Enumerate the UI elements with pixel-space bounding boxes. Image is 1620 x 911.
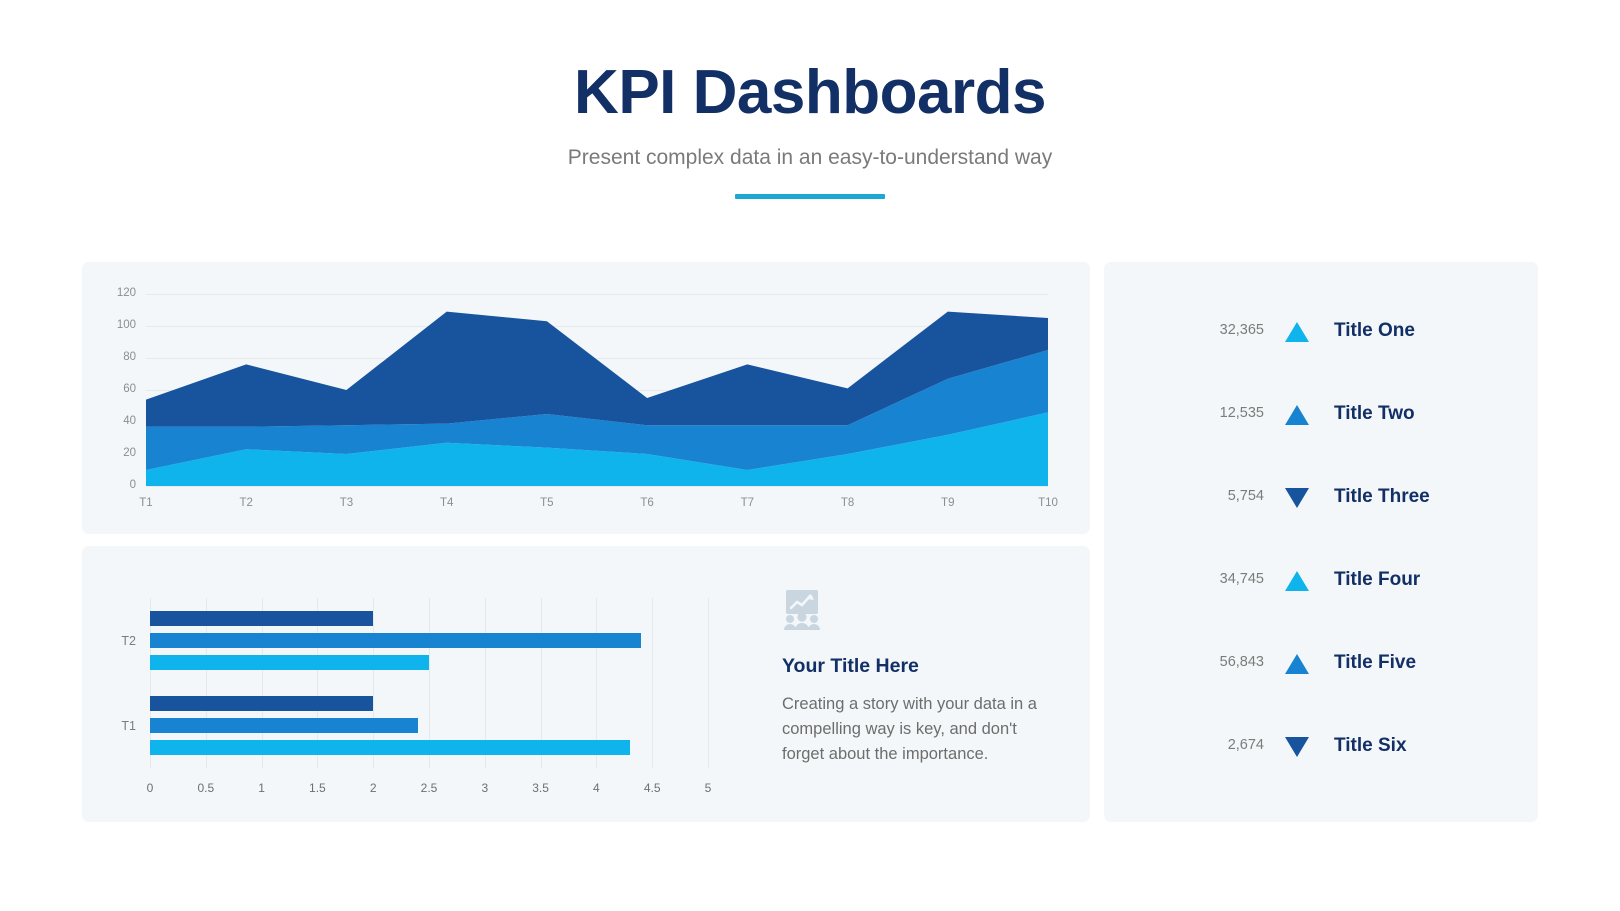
bar-gridline bbox=[429, 598, 430, 768]
triangle-up-icon bbox=[1284, 321, 1310, 343]
kpi-list-panel: 32,365 Title One 12,535 Title Two 5,754 Title… bbox=[1104, 262, 1538, 822]
kpi-value: 32,365 bbox=[1219, 322, 1264, 338]
bar-x-tick-label: 3 bbox=[481, 781, 489, 795]
area-series-layer bbox=[146, 311, 1048, 486]
bar-x-tick-label: 0.5 bbox=[197, 781, 215, 795]
area-series-band bbox=[146, 311, 1048, 427]
triangle-up-icon bbox=[1284, 653, 1310, 675]
bar-x-tick-label: 3.5 bbox=[532, 781, 549, 795]
area-x-tick-label: T1 bbox=[139, 497, 153, 509]
bar-segment bbox=[150, 696, 374, 711]
kpi-label: Title Two bbox=[1334, 403, 1415, 424]
bar-gridline bbox=[484, 598, 486, 768]
kpi-value: 34,745 bbox=[1219, 571, 1264, 587]
horizontal-bar-chart: 0 0.5 1 1.5 2 2.5 3 3.5 4 4.5 5 T1 T2 bbox=[82, 546, 1090, 822]
bar-segment bbox=[150, 633, 642, 648]
bar-x-tick-label: 4 bbox=[593, 781, 600, 795]
bar-gridline bbox=[150, 598, 151, 768]
bar-gridline bbox=[261, 598, 263, 768]
area-series-band bbox=[146, 350, 1048, 470]
bar-segment bbox=[150, 740, 630, 755]
kpi-value: 5,754 bbox=[1227, 488, 1264, 504]
bar-x-tick-label: 2.5 bbox=[420, 781, 438, 795]
bar-x-tick-label: 0 bbox=[146, 781, 154, 795]
text-block-title: Your Title Here bbox=[782, 655, 919, 677]
bar-gridline bbox=[317, 598, 319, 768]
kpi-label: Title Four bbox=[1334, 569, 1421, 590]
kpi-row[interactable]: 2,674 Title Six bbox=[1104, 727, 1538, 767]
area-y-tick-label: 120 bbox=[116, 287, 136, 299]
bar-category-label: T1 bbox=[121, 718, 136, 733]
accent-divider bbox=[735, 194, 885, 199]
bar-x-tick-label: 4.5 bbox=[643, 781, 661, 795]
page-subtitle: Present complex data in an easy-to-under… bbox=[567, 146, 1053, 169]
area-gridline bbox=[146, 326, 1048, 327]
kpi-label: Title Three bbox=[1334, 486, 1430, 507]
area-x-tick-label: T8 bbox=[840, 497, 855, 509]
slide-header: KPI Dashboards Present complex data in a… bbox=[0, 62, 1620, 199]
bar-segment bbox=[150, 718, 418, 733]
area-y-tick-label: 0 bbox=[129, 479, 136, 491]
area-gridline bbox=[146, 294, 1048, 295]
area-y-tick-label: 100 bbox=[116, 319, 136, 331]
kpi-label: Title Five bbox=[1334, 652, 1417, 673]
bar-gridline bbox=[708, 598, 709, 768]
bar-gridline bbox=[205, 598, 207, 768]
triangle-up-icon bbox=[1284, 570, 1310, 592]
area-x-tick-label: T5 bbox=[540, 497, 554, 509]
area-y-tick-label: 20 bbox=[123, 447, 136, 459]
chart-people-icon bbox=[780, 588, 824, 632]
area-y-tick-label: 40 bbox=[123, 415, 136, 427]
area-x-tick-label: T10 bbox=[1038, 497, 1058, 509]
triangle-down-icon bbox=[1284, 736, 1310, 758]
kpi-value: 12,535 bbox=[1219, 405, 1264, 421]
area-x-tick-label: T4 bbox=[439, 497, 454, 509]
bar-gridline bbox=[373, 598, 375, 768]
stacked-area-chart: 0 20 40 60 80 100 120 T1 T2 T3 T4 T5 T6 T7 T8 T9 T10 bbox=[82, 262, 1090, 534]
kpi-label: Title Six bbox=[1334, 735, 1407, 756]
bar-gridline bbox=[596, 598, 598, 768]
triangle-up-icon bbox=[1284, 404, 1310, 426]
bar-category-label: T2 bbox=[121, 633, 136, 648]
area-x-tick-label: T9 bbox=[941, 497, 955, 509]
bar-gridline bbox=[652, 598, 654, 768]
area-gridline bbox=[146, 486, 1048, 487]
bar-x-tick-label: 5 bbox=[704, 781, 712, 795]
kpi-row[interactable]: 56,843 Title Five bbox=[1104, 644, 1538, 684]
text-block-body: Creating a story with your data in a com… bbox=[782, 695, 1037, 763]
kpi-row[interactable]: 12,535 Title Two bbox=[1104, 395, 1538, 435]
kpi-value: 56,843 bbox=[1219, 654, 1264, 670]
bar-segment bbox=[150, 611, 374, 626]
page-title: KPI Dashboards bbox=[574, 58, 1046, 127]
kpi-row[interactable]: 32,365 Title One bbox=[1104, 312, 1538, 352]
area-chart-panel: 0 20 40 60 80 100 120 T1 T2 T3 T4 T5 T6 T7 T8 T9 T10 bbox=[82, 262, 1090, 534]
area-x-tick-label: T6 bbox=[640, 497, 654, 509]
bar-gridline bbox=[540, 598, 542, 768]
bar-x-tick-label: 1 bbox=[258, 781, 265, 795]
bar-segment bbox=[150, 655, 429, 670]
area-series-band bbox=[146, 412, 1048, 486]
area-x-tick-label: T2 bbox=[239, 497, 253, 509]
area-x-tick-label: T3 bbox=[339, 497, 354, 509]
triangle-down-icon bbox=[1284, 487, 1310, 509]
bar-x-tick-label: 1.5 bbox=[309, 781, 326, 795]
area-gridline bbox=[146, 358, 1048, 359]
bar-chart-panel: 0 0.5 1 1.5 2 2.5 3 3.5 4 4.5 5 T1 T2 bbox=[82, 546, 1090, 822]
area-y-tick-label: 60 bbox=[123, 383, 136, 395]
kpi-row[interactable]: 5,754 Title Three bbox=[1104, 478, 1538, 518]
kpi-row[interactable]: 34,745 Title Four bbox=[1104, 561, 1538, 601]
bar-x-tick-label: 2 bbox=[369, 781, 377, 795]
area-x-tick-label: T7 bbox=[740, 497, 755, 509]
area-y-tick-label: 80 bbox=[123, 351, 136, 363]
kpi-value: 2,674 bbox=[1227, 737, 1264, 753]
kpi-label: Title One bbox=[1334, 320, 1415, 341]
